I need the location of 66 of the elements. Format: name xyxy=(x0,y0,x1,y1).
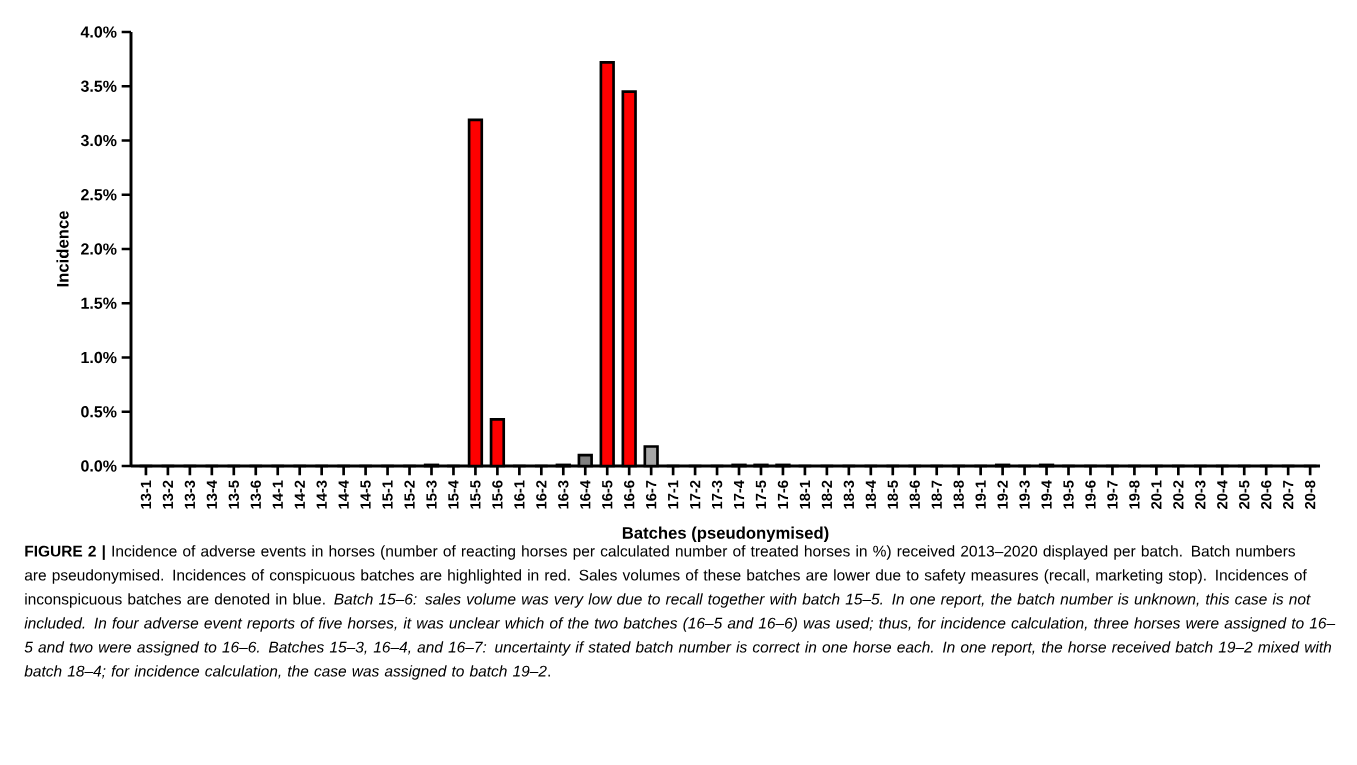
x-tick-label: 16-5 xyxy=(602,480,613,509)
x-tick-label: 15-4 xyxy=(448,480,459,509)
x-tick-label: 15-6 xyxy=(492,480,503,509)
x-tick-label: 19-1 xyxy=(975,480,986,509)
x-tick-label: 13-2 xyxy=(162,480,174,509)
x-tick-label: 16-3 xyxy=(558,480,569,509)
y-tick-label: 0.5% xyxy=(81,406,117,418)
x-tick-label: 18-5 xyxy=(887,480,898,509)
x-tick-label: 18-3 xyxy=(843,480,855,509)
x-tick-label: 18-4 xyxy=(865,480,877,509)
y-axis-title: Incidence xyxy=(56,211,69,287)
x-tick-label: 19-8 xyxy=(1129,480,1140,509)
x-tick-label: 16-2 xyxy=(536,480,547,509)
x-tick-label: 20-2 xyxy=(1173,480,1184,509)
x-tick-label: 19-5 xyxy=(1063,480,1074,509)
x-tick-label: 18-2 xyxy=(821,480,833,509)
x-tick-label: 17-4 xyxy=(733,480,745,509)
x-tick-label: 20-8 xyxy=(1304,480,1316,509)
x-tick-label: 20-3 xyxy=(1195,480,1206,509)
x-tick-label: 17-1 xyxy=(668,480,679,509)
y-tick-label: 4.0% xyxy=(80,26,117,38)
x-tick-label: 16-4 xyxy=(580,480,591,509)
x-tick-label: 18-7 xyxy=(931,480,942,509)
x-tick-label: 20-4 xyxy=(1217,480,1228,509)
x-tick-label: 15-5 xyxy=(470,480,481,509)
x-tick-label: 17-6 xyxy=(777,480,789,509)
x-tick-label: 20-1 xyxy=(1151,480,1162,509)
y-tick-label: 1.0% xyxy=(81,351,117,364)
y-tick-label: 3.0% xyxy=(80,134,117,147)
x-tick-label: 20-7 xyxy=(1282,480,1294,509)
x-tick-label: 19-3 xyxy=(1019,480,1030,509)
x-tick-label: 14-1 xyxy=(272,480,283,509)
x-tick-label: 19-2 xyxy=(997,480,1008,509)
x-tick-label: 13-3 xyxy=(184,480,196,509)
x-tick-label: 19-6 xyxy=(1085,480,1096,509)
x-tick-label: 13-6 xyxy=(250,480,261,509)
x-tick-label: 15-1 xyxy=(382,480,393,509)
y-tick-label: 1.5% xyxy=(81,297,117,309)
x-axis-title: Batches (pseudonymised) xyxy=(622,526,829,543)
x-tick-label: 14-2 xyxy=(294,480,305,509)
x-tick-label: 19-7 xyxy=(1107,480,1118,509)
x-tick-label: 13-1 xyxy=(140,480,152,509)
x-tick-label: 14-5 xyxy=(360,480,371,509)
y-tick-label: 2.5% xyxy=(81,189,117,201)
y-tick-label: 3.5% xyxy=(80,80,117,92)
x-tick-label: 17-2 xyxy=(689,480,701,509)
x-tick-label: 17-3 xyxy=(711,480,723,509)
x-tick-label: 20-5 xyxy=(1239,480,1250,509)
text: FIGURE 2 | Incidence of adverse events in horses (number of reacting horses per calculated number of treated horses in %) received 2013–2020 displayed per batch. Batch numbers are pseudonymised. Incidences of conspicuous batches are highlighted in red. Sales volumes of these batches are lower due to safety measures (recall, marketing stop). Incidences of inconspicuous batches are denoted in blue. Batch 15–6: sales volume was very low due to recall together with batch 15–5. In one report, the batch number is unknown, this case is not included. In four adverse event reports of five horses, it was unclear which of the two batches (16–5 and 16–6) was used; thus, for incidence calculation, three horses were assigned to 16–5 and two were assigned to 16–6. Batches 15–3, 16–4, and 16–7: uncertainty if stated batch number is correct in one horse each. In one report, the horse received batch 19–2 mixed with batch 18–4; for incidence calculation, the case was assigned to batch 19–2. xyxy=(24,545,1336,680)
y-tick-label: 2.0% xyxy=(81,243,117,255)
x-tick-label: 15-3 xyxy=(426,480,437,509)
x-tick-label: 18-1 xyxy=(799,480,811,509)
x-tick-label: 16-1 xyxy=(514,480,525,509)
x-tick-label: 19-4 xyxy=(1041,480,1052,509)
x-tick-label: 18-8 xyxy=(953,480,964,509)
x-tick-label: 18-6 xyxy=(909,480,920,509)
x-tick-label: 14-3 xyxy=(316,480,327,509)
x-tick-label: 16-7 xyxy=(645,480,657,509)
x-tick-label: 14-4 xyxy=(338,480,349,509)
x-tick-label: 20-6 xyxy=(1261,480,1272,509)
x-tick-label: 13-5 xyxy=(228,480,240,509)
x-tick-label: 17-5 xyxy=(755,480,767,509)
x-tick-label: 13-4 xyxy=(206,480,218,509)
x-tick-label: 16-6 xyxy=(624,480,635,509)
x-tick-label: 15-2 xyxy=(404,480,415,509)
y-tick-label: 0.0% xyxy=(81,460,117,472)
